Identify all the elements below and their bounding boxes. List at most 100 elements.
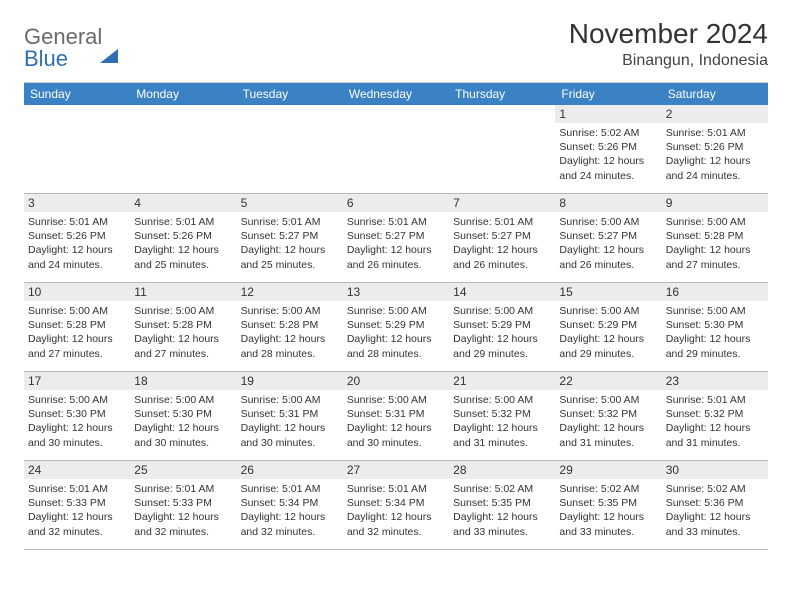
- day-cell: 15Sunrise: 5:00 AMSunset: 5:29 PMDayligh…: [555, 283, 661, 371]
- daylight-line: Daylight: 12 hours and 32 minutes.: [347, 510, 445, 538]
- day-cell: 16Sunrise: 5:00 AMSunset: 5:30 PMDayligh…: [662, 283, 768, 371]
- sunrise-line: Sunrise: 5:01 AM: [453, 215, 551, 229]
- sunrise-line: Sunrise: 5:02 AM: [559, 126, 657, 140]
- sunset-line: Sunset: 5:31 PM: [241, 407, 339, 421]
- daylight-line: Daylight: 12 hours and 30 minutes.: [134, 421, 232, 449]
- sunrise-line: Sunrise: 5:00 AM: [28, 304, 126, 318]
- weeks-container: .....1Sunrise: 5:02 AMSunset: 5:26 PMDay…: [24, 105, 768, 550]
- day-cell: 24Sunrise: 5:01 AMSunset: 5:33 PMDayligh…: [24, 461, 130, 549]
- daylight-line: Daylight: 12 hours and 31 minutes.: [666, 421, 764, 449]
- title-block: November 2024 Binangun, Indonesia: [569, 18, 768, 70]
- weekday-header: Tuesday: [237, 83, 343, 105]
- daylight-line: Daylight: 12 hours and 33 minutes.: [666, 510, 764, 538]
- sunset-line: Sunset: 5:33 PM: [134, 496, 232, 510]
- day-cell: 14Sunrise: 5:00 AMSunset: 5:29 PMDayligh…: [449, 283, 555, 371]
- empty-day: .: [343, 105, 449, 193]
- calendar-page: General Blue November 2024 Binangun, Ind…: [0, 0, 792, 550]
- sunrise-line: Sunrise: 5:00 AM: [666, 304, 764, 318]
- sunrise-line: Sunrise: 5:01 AM: [347, 482, 445, 496]
- sunset-line: Sunset: 5:34 PM: [347, 496, 445, 510]
- sunset-line: Sunset: 5:28 PM: [28, 318, 126, 332]
- daylight-line: Daylight: 12 hours and 30 minutes.: [347, 421, 445, 449]
- brand-logo: General Blue: [24, 24, 118, 72]
- day-number: 26: [237, 461, 343, 479]
- day-cell: 5Sunrise: 5:01 AMSunset: 5:27 PMDaylight…: [237, 194, 343, 282]
- day-number: 4: [130, 194, 236, 212]
- daylight-line: Daylight: 12 hours and 31 minutes.: [453, 421, 551, 449]
- calendar-grid: SundayMondayTuesdayWednesdayThursdayFrid…: [24, 82, 768, 550]
- day-number: 9: [662, 194, 768, 212]
- sunrise-line: Sunrise: 5:01 AM: [134, 482, 232, 496]
- sunset-line: Sunset: 5:32 PM: [559, 407, 657, 421]
- daylight-line: Daylight: 12 hours and 26 minutes.: [453, 243, 551, 271]
- sunrise-line: Sunrise: 5:00 AM: [453, 393, 551, 407]
- week-row: 17Sunrise: 5:00 AMSunset: 5:30 PMDayligh…: [24, 372, 768, 461]
- day-number: 10: [24, 283, 130, 301]
- day-number: 23: [662, 372, 768, 390]
- location-label: Binangun, Indonesia: [569, 52, 768, 70]
- sunrise-line: Sunrise: 5:00 AM: [559, 215, 657, 229]
- daylight-line: Daylight: 12 hours and 31 minutes.: [559, 421, 657, 449]
- day-number: 25: [130, 461, 236, 479]
- weekday-header: Sunday: [24, 83, 130, 105]
- daylight-line: Daylight: 12 hours and 32 minutes.: [241, 510, 339, 538]
- day-cell: 8Sunrise: 5:00 AMSunset: 5:27 PMDaylight…: [555, 194, 661, 282]
- empty-day: .: [130, 105, 236, 193]
- day-cell: 4Sunrise: 5:01 AMSunset: 5:26 PMDaylight…: [130, 194, 236, 282]
- day-cell: 18Sunrise: 5:00 AMSunset: 5:30 PMDayligh…: [130, 372, 236, 460]
- daylight-line: Daylight: 12 hours and 26 minutes.: [559, 243, 657, 271]
- day-cell: 29Sunrise: 5:02 AMSunset: 5:35 PMDayligh…: [555, 461, 661, 549]
- day-number: 21: [449, 372, 555, 390]
- daylight-line: Daylight: 12 hours and 30 minutes.: [28, 421, 126, 449]
- day-number: 1: [555, 105, 661, 123]
- day-cell: 1Sunrise: 5:02 AMSunset: 5:26 PMDaylight…: [555, 105, 661, 193]
- sunset-line: Sunset: 5:35 PM: [559, 496, 657, 510]
- daylight-line: Daylight: 12 hours and 24 minutes.: [666, 154, 764, 182]
- day-number: 2: [662, 105, 768, 123]
- daylight-line: Daylight: 12 hours and 29 minutes.: [666, 332, 764, 360]
- daylight-line: Daylight: 12 hours and 25 minutes.: [134, 243, 232, 271]
- day-cell: 7Sunrise: 5:01 AMSunset: 5:27 PMDaylight…: [449, 194, 555, 282]
- day-number: 19: [237, 372, 343, 390]
- sunset-line: Sunset: 5:26 PM: [666, 140, 764, 154]
- day-cell: 17Sunrise: 5:00 AMSunset: 5:30 PMDayligh…: [24, 372, 130, 460]
- day-number: 12: [237, 283, 343, 301]
- sunrise-line: Sunrise: 5:00 AM: [559, 304, 657, 318]
- day-number: 18: [130, 372, 236, 390]
- sunrise-line: Sunrise: 5:01 AM: [28, 482, 126, 496]
- sunrise-line: Sunrise: 5:00 AM: [453, 304, 551, 318]
- daylight-line: Daylight: 12 hours and 25 minutes.: [241, 243, 339, 271]
- sunset-line: Sunset: 5:27 PM: [559, 229, 657, 243]
- sunset-line: Sunset: 5:29 PM: [453, 318, 551, 332]
- sunrise-line: Sunrise: 5:02 AM: [453, 482, 551, 496]
- day-cell: 9Sunrise: 5:00 AMSunset: 5:28 PMDaylight…: [662, 194, 768, 282]
- sunrise-line: Sunrise: 5:01 AM: [28, 215, 126, 229]
- daylight-line: Daylight: 12 hours and 27 minutes.: [666, 243, 764, 271]
- day-number: 7: [449, 194, 555, 212]
- weekday-header: Thursday: [449, 83, 555, 105]
- sunset-line: Sunset: 5:26 PM: [134, 229, 232, 243]
- day-cell: 26Sunrise: 5:01 AMSunset: 5:34 PMDayligh…: [237, 461, 343, 549]
- day-number: 13: [343, 283, 449, 301]
- sunrise-line: Sunrise: 5:00 AM: [666, 215, 764, 229]
- weekday-header: Wednesday: [343, 83, 449, 105]
- sunset-line: Sunset: 5:34 PM: [241, 496, 339, 510]
- day-number: 6: [343, 194, 449, 212]
- sunrise-line: Sunrise: 5:00 AM: [134, 304, 232, 318]
- day-number: 29: [555, 461, 661, 479]
- sunrise-line: Sunrise: 5:00 AM: [241, 304, 339, 318]
- day-cell: 2 Sunrise: 5:01 AMSunset: 5:26 PMDaylight…: [662, 105, 768, 193]
- sunrise-line: Sunrise: 5:01 AM: [666, 126, 764, 140]
- day-number: 14: [449, 283, 555, 301]
- day-number: 22: [555, 372, 661, 390]
- day-number: 15: [555, 283, 661, 301]
- sunset-line: Sunset: 5:28 PM: [241, 318, 339, 332]
- daylight-line: Daylight: 12 hours and 33 minutes.: [559, 510, 657, 538]
- sunset-line: Sunset: 5:26 PM: [559, 140, 657, 154]
- sunrise-line: Sunrise: 5:01 AM: [666, 393, 764, 407]
- daylight-line: Daylight: 12 hours and 24 minutes.: [28, 243, 126, 271]
- day-cell: 25Sunrise: 5:01 AMSunset: 5:33 PMDayligh…: [130, 461, 236, 549]
- empty-day: .: [237, 105, 343, 193]
- day-cell: 6Sunrise: 5:01 AMSunset: 5:27 PMDaylight…: [343, 194, 449, 282]
- sunset-line: Sunset: 5:35 PM: [453, 496, 551, 510]
